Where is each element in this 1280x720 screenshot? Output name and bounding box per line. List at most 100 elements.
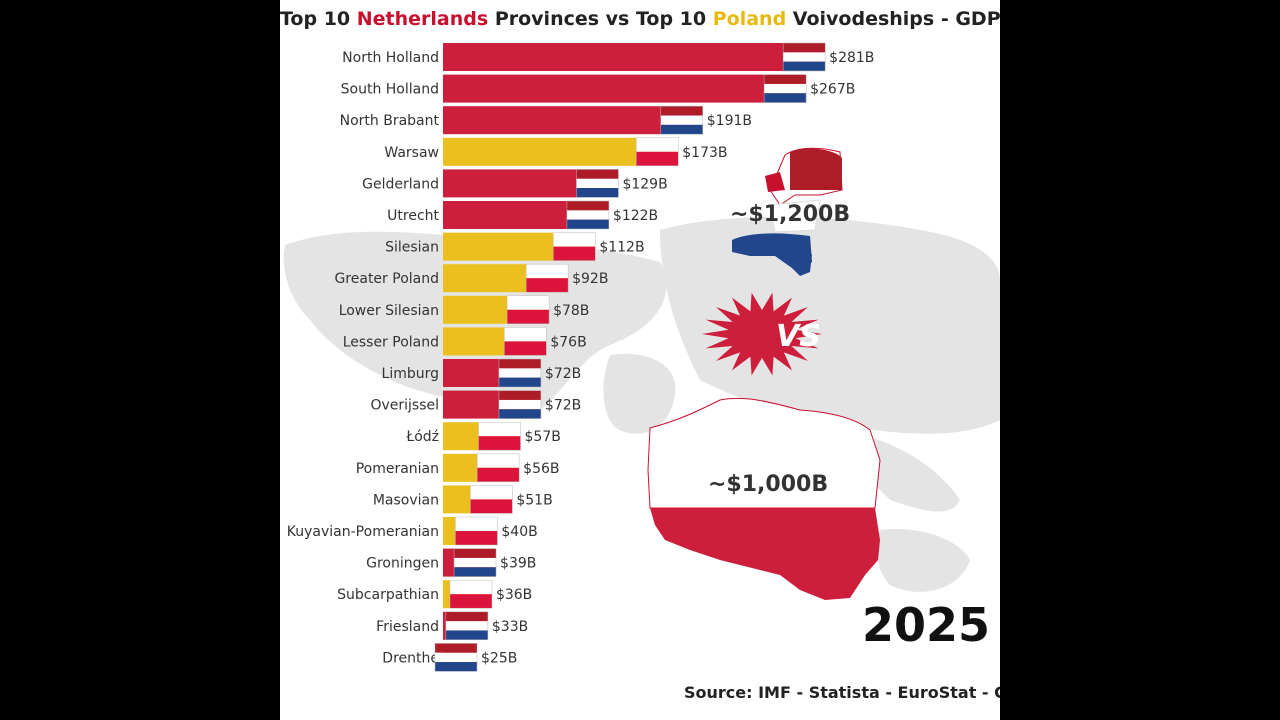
category-label: South Holland: [341, 82, 439, 98]
flag-stripe: [498, 390, 541, 400]
netherlands-flag-icon: [566, 200, 610, 230]
value-label: $33B: [492, 619, 528, 635]
netherlands-flag-icon: [498, 358, 542, 388]
flag-stripe: [636, 151, 679, 166]
flag-stripe: [504, 341, 547, 356]
bar-chart: North Holland $281B South Holland $267B Nort…: [287, 42, 874, 672]
bar: [443, 74, 807, 103]
flag-border: [498, 358, 542, 388]
flag-border: [636, 137, 679, 167]
poland-flag-icon: [553, 232, 596, 261]
flag-border: [498, 390, 542, 419]
flag-border: [476, 453, 520, 483]
flag-stripe: [498, 368, 541, 378]
bar-row: Overijssel $72B: [370, 390, 581, 419]
flag-stripe: [445, 630, 488, 640]
flag-border: [660, 105, 704, 135]
poland-flag-icon: [470, 485, 513, 514]
flag-stripe: [576, 188, 619, 198]
flag-stripe: [445, 611, 488, 622]
flag-stripe: [576, 178, 619, 189]
poland-flag-icon: [455, 516, 498, 546]
value-label: $76B: [550, 334, 586, 350]
bar-row: Utrecht $122B: [387, 200, 658, 230]
bar: [443, 43, 826, 71]
flag-stripe: [764, 83, 807, 94]
flag-stripe: [764, 74, 807, 84]
bar-row: Greater Poland $92B: [334, 263, 608, 293]
value-label: $267B: [810, 82, 855, 98]
flag-border: [782, 42, 826, 72]
vs-burst: [702, 292, 822, 376]
value-label: $112B: [599, 240, 644, 256]
title-netherlands: Netherlands: [356, 8, 489, 30]
flag-stripe: [660, 124, 703, 135]
category-label: Pomeranian: [356, 461, 439, 477]
category-label: Warsaw: [384, 145, 439, 161]
flag-stripe: [553, 232, 596, 247]
flag-stripe: [445, 621, 488, 631]
flag-stripe: [566, 219, 609, 229]
category-label: Kuyavian-Pomeranian: [287, 524, 439, 540]
poland-total-gdp: ~$1,000B: [708, 472, 829, 497]
poland-flag-icon: [476, 453, 520, 483]
flag-border: [478, 421, 521, 451]
flag-stripe: [454, 567, 497, 577]
netherlands-flag-icon: [453, 548, 497, 577]
netherlands-flag-icon: [434, 643, 478, 672]
flag-stripe: [566, 210, 609, 220]
bar-row: Friesland $33B: [376, 611, 528, 641]
bar-row: Łódź $57B: [405, 421, 561, 451]
bar-row: Lower Silesian $78B: [339, 295, 589, 325]
value-label: $78B: [553, 303, 589, 319]
value-label: $173B: [682, 145, 727, 161]
flag-border: [525, 263, 569, 293]
value-label: $129B: [622, 176, 667, 192]
flag-stripe: [470, 485, 513, 500]
category-label: Lesser Poland: [343, 334, 439, 350]
value-label: $281B: [829, 50, 874, 66]
bar-row: Warsaw $173B: [384, 137, 728, 167]
poland-flag-icon: [525, 263, 569, 293]
bar-row: Gelderland $129B: [362, 169, 668, 198]
flag-stripe: [455, 531, 498, 545]
flag-border: [506, 295, 550, 325]
bar-row: Silesian $112B: [385, 232, 645, 261]
flag-stripe: [449, 580, 492, 595]
flag-stripe: [449, 594, 492, 609]
category-label: Łódź: [405, 429, 439, 445]
flag-stripe: [566, 201, 609, 211]
source-note: Source: IMF - Statista - EuroStat - CBS: [684, 683, 1000, 702]
category-label: North Holland: [342, 50, 439, 66]
flag-border: [434, 643, 478, 672]
flag-stripe: [454, 548, 497, 558]
value-label: $191B: [707, 113, 752, 129]
title-suffix: Voivodeships - GDP 2025: [792, 8, 1000, 30]
value-label: $39B: [500, 556, 536, 572]
flag-stripe: [636, 137, 679, 152]
poland-map: [647, 397, 881, 600]
flag-stripe: [454, 557, 497, 568]
netherlands-flag-icon: [763, 74, 807, 103]
netherlands-flag-icon: [498, 390, 542, 419]
category-label: Overijssel: [370, 398, 439, 414]
flag-stripe: [507, 295, 550, 310]
flag-stripe: [507, 309, 550, 324]
bar-row: Masovian $51B: [373, 485, 553, 514]
bar: [443, 106, 703, 135]
category-label: Greater Poland: [334, 271, 439, 287]
value-label: $72B: [545, 366, 581, 382]
flag-border: [453, 548, 497, 577]
flag-stripe: [478, 436, 521, 451]
category-label: Utrecht: [387, 208, 439, 224]
bar-row: North Holland $281B: [342, 42, 874, 72]
flag-stripe: [553, 246, 596, 261]
chart-title: Top 10 Netherlands Provinces vs Top 10 P…: [280, 8, 1000, 30]
bar-row: Subcarpathian $36B: [337, 579, 532, 609]
bar-row: Pomeranian $56B: [356, 453, 559, 483]
category-label: Limburg: [382, 366, 439, 382]
category-label: Drenthe: [382, 650, 439, 666]
flag-stripe: [783, 61, 826, 71]
netherlands-flag-icon: [660, 105, 704, 135]
netherlands-map: [732, 147, 843, 276]
